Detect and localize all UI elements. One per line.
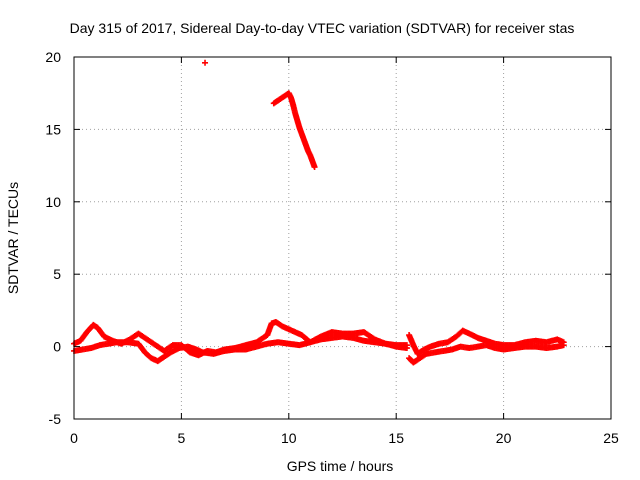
plot-frame <box>73 56 612 420</box>
x-tick-label: 10 <box>281 430 297 446</box>
x-tick-label: 20 <box>496 430 512 446</box>
y-tick-label: 20 <box>45 49 61 65</box>
data-point <box>560 342 567 349</box>
y-tick-label: 5 <box>53 266 61 282</box>
data-points <box>71 59 567 366</box>
data-point <box>311 164 318 171</box>
tick-marks: 0 5 10 15 20 25 -5 0 5 10 15 20 <box>45 49 619 446</box>
y-tick-label: 10 <box>45 194 61 210</box>
data-point <box>403 342 410 349</box>
grid-lines <box>74 57 611 419</box>
y-tick-label: 0 <box>53 339 61 355</box>
x-tick-label: 0 <box>70 430 78 446</box>
y-tick-label: -5 <box>49 411 62 427</box>
x-tick-label: 25 <box>603 430 619 446</box>
data-point <box>202 59 209 66</box>
x-tick-label: 5 <box>178 430 186 446</box>
chart-title: Day 315 of 2017, Sidereal Day-to-day VTE… <box>70 20 575 36</box>
x-tick-label: 15 <box>388 430 404 446</box>
x-axis-label: GPS time / hours <box>287 458 394 474</box>
y-tick-label: 15 <box>45 121 61 137</box>
y-axis-label: SDTVAR / TECUs <box>5 182 21 294</box>
